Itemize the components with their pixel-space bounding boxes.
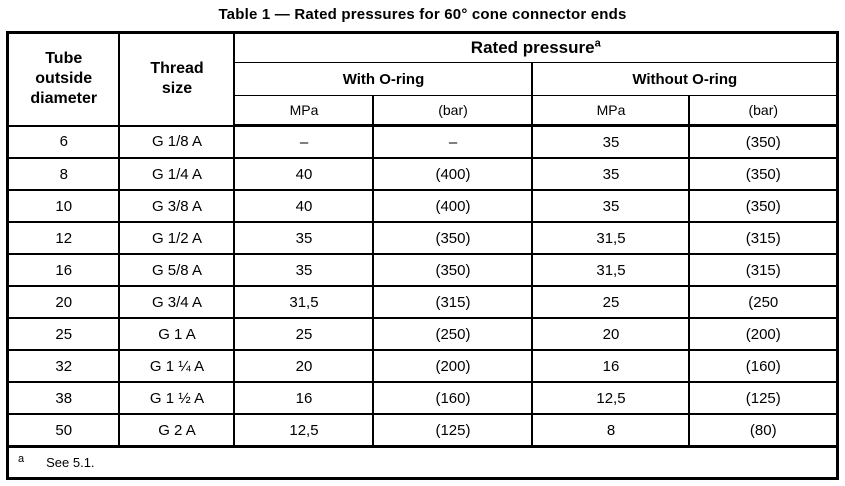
table-cell: 25	[233, 317, 375, 351]
footnote-cell: a See 5.1.	[6, 445, 839, 480]
unit-header-mpa-without: MPa	[531, 95, 691, 127]
table-cell: G 2 A	[118, 413, 236, 448]
table-cell: (350)	[688, 157, 839, 191]
table-cell: 35	[531, 189, 691, 223]
table-cell: 35	[531, 157, 691, 191]
table-cell: –	[372, 124, 534, 159]
table-cell: G 1/2 A	[118, 221, 236, 255]
header-row-units: MPa (bar) MPa (bar)	[7, 95, 839, 127]
table-cell: G 1/4 A	[118, 157, 236, 191]
table-cell: (315)	[688, 221, 839, 255]
column-header-tube-outside-diameter-label: Tube outside diameter	[30, 50, 98, 108]
rated-pressure-label: Rated pressure	[470, 38, 595, 57]
table-cell: G 1 ½ A	[118, 381, 236, 415]
table-cell: 25	[6, 317, 121, 351]
unit-header-bar-without: (bar)	[688, 95, 839, 127]
table-row: 25 G 1 A 25 (250) 20 (200)	[6, 317, 839, 351]
unit-header-bar-with: (bar)	[372, 95, 534, 127]
table-row: 10 G 3/8 A 40 (400) 35 (350)	[6, 189, 839, 223]
table-cell: 35	[233, 253, 375, 287]
table-cell: 8	[531, 413, 691, 448]
table-cell: 32	[6, 349, 121, 383]
table-cell: 35	[233, 221, 375, 255]
table-cell: (350)	[372, 221, 534, 255]
table-cell: (200)	[688, 317, 839, 351]
unit-header-mpa-with: MPa	[233, 95, 375, 127]
table-row: 20 G 3/4 A 31,5 (315) 25 (250	[6, 285, 839, 319]
table-title: Table 1 — Rated pressures for 60° cone c…	[218, 6, 627, 23]
table-cell: (400)	[372, 157, 534, 191]
table-cell: G 1 ¼ A	[118, 349, 236, 383]
table-cell: 16	[233, 381, 375, 415]
column-header-without-oring: Without O-ring	[531, 62, 839, 96]
table-cell: 50	[6, 413, 121, 448]
column-header-with-oring: With O-ring	[233, 62, 534, 96]
column-header-thread-size-label: Thread size	[150, 60, 204, 98]
rated-pressures-table: Tube outside diameter Thread size Rated …	[5, 31, 840, 480]
table-cell: 20	[6, 285, 121, 319]
table-cell: 16	[6, 253, 121, 287]
table-cell: 6	[6, 124, 121, 159]
table-cell: (125)	[688, 381, 839, 415]
table-cell: (350)	[688, 124, 839, 159]
table-cell: G 1/8 A	[118, 124, 236, 159]
table-cell: 16	[531, 349, 691, 383]
table-row: 38 G 1 ½ A 16 (160) 12,5 (125)	[6, 381, 839, 415]
table-cell: (160)	[688, 349, 839, 383]
table-cell: (315)	[688, 253, 839, 287]
table-cell: 10	[6, 189, 121, 223]
table-cell: 35	[531, 124, 691, 159]
table-cell: (350)	[688, 189, 839, 223]
table-cell: 31,5	[531, 221, 691, 255]
table-cell: (80)	[688, 413, 839, 448]
column-header-tube-outside-diameter: Tube outside diameter	[6, 31, 121, 127]
table-cell: 12,5	[531, 381, 691, 415]
table-cell: (200)	[372, 349, 534, 383]
table-cell: (250	[688, 285, 839, 319]
table-cell: G 5/8 A	[118, 253, 236, 287]
table-cell: G 1 A	[118, 317, 236, 351]
table-cell: 40	[233, 157, 375, 191]
table-row: 16 G 5/8 A 35 (350) 31,5 (315)	[6, 253, 839, 287]
table-cell: 40	[233, 189, 375, 223]
column-header-thread-size: Thread size	[118, 31, 236, 127]
header-row-main: Tube outside diameter Thread size Rated …	[6, 31, 839, 127]
table-cell: 12	[6, 221, 121, 255]
table-row: 32 G 1 ¼ A 20 (200) 16 (160)	[6, 349, 839, 383]
table-cell: (400)	[372, 189, 534, 223]
table-cell: (350)	[372, 253, 534, 287]
footnote-row: a See 5.1.	[6, 445, 839, 480]
table-cell: 20	[531, 317, 691, 351]
table-cell: G 3/8 A	[118, 189, 236, 223]
footnote-text: See 5.1.	[46, 455, 95, 470]
table-row: 50 G 2 A 12,5 (125) 8 (80)	[6, 413, 839, 448]
table-row: 12 G 1/2 A 35 (350) 31,5 (315)	[6, 221, 839, 255]
table-cell: 31,5	[233, 285, 375, 319]
table-cell: G 3/4 A	[118, 285, 236, 319]
column-header-rated-pressure: Rated pressurea	[233, 31, 839, 63]
table-cell: 31,5	[531, 253, 691, 287]
table-cell: (250)	[372, 317, 534, 351]
table-cell: 8	[6, 157, 121, 191]
table-cell: (125)	[372, 413, 534, 448]
table-cell: (160)	[372, 381, 534, 415]
footnote-ref-a: a	[17, 452, 25, 465]
table-cell: (315)	[372, 285, 534, 319]
table-cell: 20	[233, 349, 375, 383]
table-cell: 12,5	[233, 413, 375, 448]
header-row-oring: With O-ring Without O-ring	[7, 62, 839, 96]
table-cell: 38	[6, 381, 121, 415]
footnote-reference-a: a	[594, 37, 601, 50]
table-cell: 25	[531, 285, 691, 319]
table-cell: –	[233, 124, 375, 159]
